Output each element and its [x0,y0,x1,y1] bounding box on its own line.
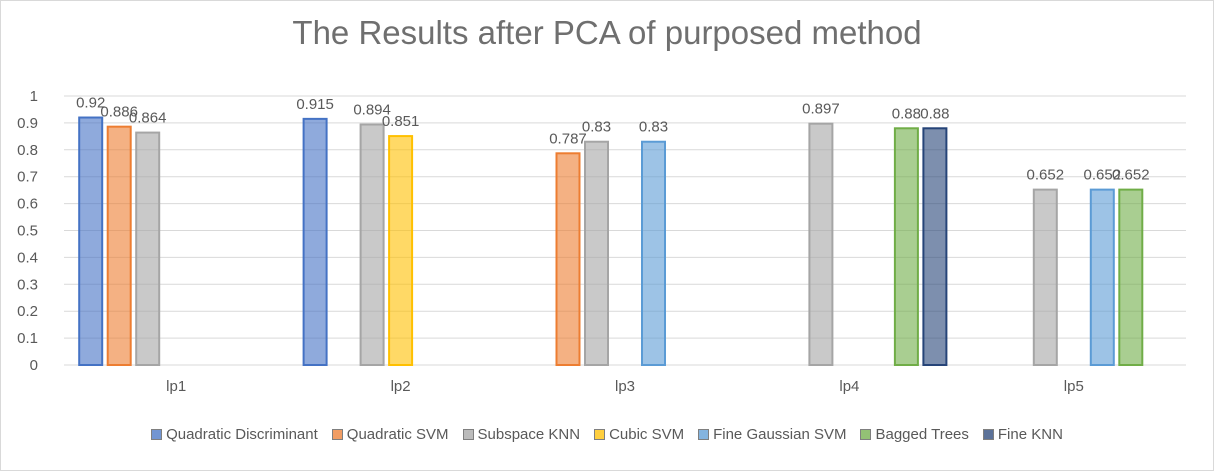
legend-swatch [462,429,474,440]
y-tick-label: 0.1 [17,330,38,347]
bar [808,122,834,366]
legend-label: Quadratic Discriminant [166,426,318,443]
y-tick-label: 0.2 [17,303,38,320]
bar [555,152,581,366]
bar [359,123,385,366]
data-label: 0.652 [1084,167,1122,184]
data-label: 0.851 [382,113,420,130]
legend-swatch [860,429,872,440]
data-label: 0.886 [100,104,138,121]
x-tick-label: lp1 [166,378,186,395]
y-tick-label: 0.3 [17,276,38,293]
legend-item: Bagged Trees [860,426,969,443]
data-label: 0.83 [639,119,668,136]
legend-item: Quadratic Discriminant [151,426,318,443]
legend-label: Cubic SVM [609,426,685,443]
data-label: 0.652 [1027,167,1065,184]
legend-label: Fine KNN [997,426,1063,443]
chart-title: The Results after PCA of purposed method [292,14,922,51]
y-tick-label: 0.8 [17,142,38,159]
y-tick-label: 0.4 [17,249,38,266]
legend-item: Fine KNN [982,426,1063,443]
bar [1032,188,1058,366]
legend-label: Fine Gaussian SVM [713,426,847,443]
data-label: 0.864 [129,110,167,127]
bar [584,140,609,366]
y-tick-label: 0.6 [17,196,38,213]
legend-label: Bagged Trees [875,426,969,443]
legend-label: Quadratic SVM [346,426,449,443]
x-tick-label: lp4 [839,378,859,395]
legend-swatch [698,429,710,440]
x-tick-label: lp3 [615,378,635,395]
bar [302,117,328,366]
legend-label: Subspace KNN [477,426,581,443]
data-label: 0.787 [549,130,587,147]
data-label: 0.897 [802,101,840,118]
bar [641,140,666,366]
x-tick-label: lp5 [1064,378,1084,395]
legend-item: Quadratic SVM [331,426,449,443]
data-label: 0.652 [1112,167,1150,184]
legend-swatch [151,429,163,440]
data-label: 0.88 [892,105,921,122]
bar [388,135,414,366]
y-tick-label: 0.7 [17,169,38,186]
y-tick-label: 0 [30,357,38,374]
data-label: 0.92 [76,95,105,112]
y-tick-label: 0.9 [17,115,38,132]
y-tick-label: 0.5 [17,223,38,240]
data-label: 0.894 [353,102,391,119]
y-tick-label: 1 [30,88,38,105]
bar [106,125,132,366]
legend-swatch [331,429,343,440]
bar [1118,188,1144,366]
legend-item: Fine Gaussian SVM [698,426,846,443]
legend-swatch [982,429,994,440]
bar [78,116,104,366]
bar [893,127,919,366]
x-tick-label: lp2 [391,378,411,395]
bar [922,127,948,366]
bar [135,131,161,366]
legend-item: Subspace KNN [462,426,581,443]
legend-item: Cubic SVM [594,426,684,443]
legend-swatch [594,429,606,440]
legend: Quadratic Discriminant Quadratic SVM Subsp… [0,426,1214,443]
data-label: 0.915 [296,96,334,113]
bar [1089,188,1115,366]
data-label: 0.88 [920,105,949,122]
data-label: 0.83 [582,119,611,136]
